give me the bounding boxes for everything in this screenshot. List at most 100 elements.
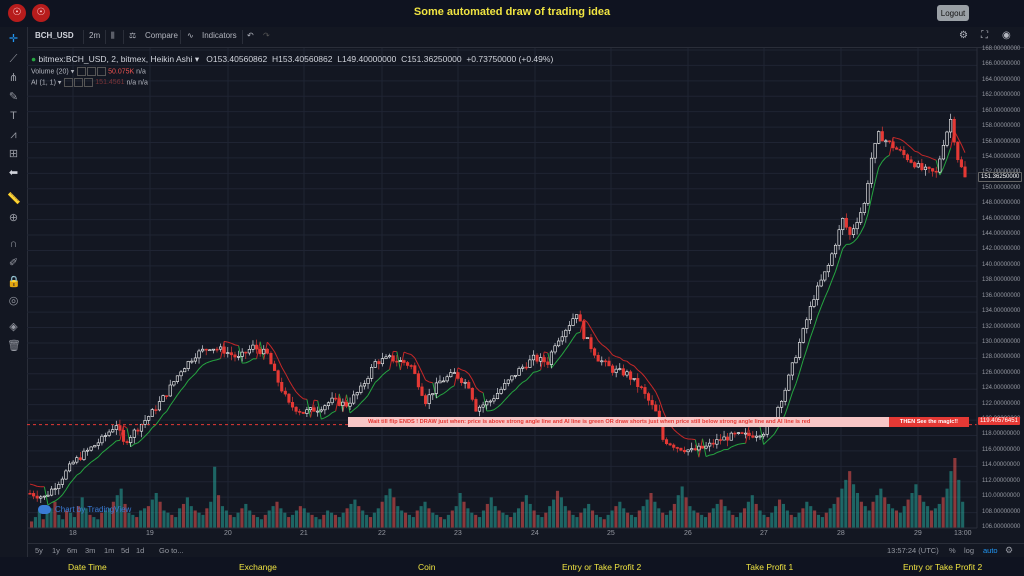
range-1y-button[interactable]: 1y <box>52 546 60 555</box>
candle-body <box>668 443 672 446</box>
ai-line-segment <box>249 358 254 362</box>
chevron-down-icon[interactable]: ▾ <box>70 68 75 76</box>
pitchfork-icon[interactable]: ⋔ <box>8 72 19 84</box>
log-toggle[interactable]: log <box>964 546 975 555</box>
camera-icon[interactable]: ◉ <box>1002 30 1011 41</box>
candle-body <box>290 402 295 408</box>
symbol-search-button[interactable]: BCH_USD <box>35 31 74 40</box>
horizontal-line-price-tag: 119.40576451 <box>978 417 1020 425</box>
ai-line-segment <box>713 452 718 455</box>
volume-bar <box>462 501 466 528</box>
text-icon[interactable]: T <box>10 110 17 122</box>
settings-icon[interactable]: ⚙ <box>959 30 968 41</box>
volume-bar <box>442 519 447 528</box>
ruler-icon[interactable]: 📏 <box>7 193 21 205</box>
time-axis-tick-label: 23 <box>454 530 462 537</box>
candle-body <box>348 402 352 407</box>
volume-indicator-label[interactable]: Volume (20) <box>31 68 69 76</box>
ai-line-segment <box>734 443 739 446</box>
eye-icon[interactable] <box>64 78 74 87</box>
ai-line-segment <box>626 360 631 365</box>
range-1m-button[interactable]: 1m <box>104 546 115 555</box>
footer-exchange[interactable]: Exchange <box>239 562 277 572</box>
volume-bar <box>232 517 236 528</box>
interval-button[interactable]: 2m <box>89 31 101 40</box>
close-icon[interactable] <box>97 67 107 76</box>
ai-line-segment <box>299 395 304 400</box>
fullscreen-icon[interactable]: ⛶ <box>981 30 988 41</box>
clock-readout[interactable]: 13:57:24 (UTC) <box>887 546 939 555</box>
symbol-description[interactable]: bitmex:BCH_USD, 2, bitmex, Heikin Ashi <box>38 54 193 64</box>
arrow-left-icon[interactable]: ⬅ <box>8 167 19 179</box>
ai-line-segment <box>928 156 933 160</box>
footer-take-profit-1[interactable]: Take Profit 1 <box>746 562 794 572</box>
auto-toggle[interactable]: auto <box>983 546 998 555</box>
trend-line-icon[interactable]: ⟋ <box>9 53 18 65</box>
volume-bar <box>746 501 750 528</box>
ai-line-segment <box>813 316 819 328</box>
price-axis-tick-label: 150.00000000 <box>982 184 1021 191</box>
ai-line-segment <box>403 351 408 355</box>
logout-button[interactable]: Logout <box>937 5 969 21</box>
measure-icon[interactable]: ⊞ <box>8 148 19 160</box>
range-5d-button[interactable]: 5d <box>121 546 130 555</box>
candle-style-icon[interactable]: ⫼ <box>111 31 115 40</box>
footer-date-time[interactable]: Date Time <box>68 562 107 572</box>
settings-icon[interactable]: ⚙ <box>1005 545 1014 555</box>
chevron-down-icon[interactable]: ▾ <box>57 79 62 87</box>
gear-icon[interactable] <box>87 67 97 76</box>
footer-coin[interactable]: Coin <box>418 562 436 572</box>
range-3m-button[interactable]: 3m <box>85 546 96 555</box>
lock-icon[interactable]: 🔒 <box>7 276 21 288</box>
crosshair-icon[interactable]: ✛ <box>8 33 19 45</box>
eye-icon[interactable] <box>77 67 87 76</box>
candle-body <box>754 435 758 438</box>
compare-button[interactable]: Compare <box>145 31 178 40</box>
candle-body <box>938 158 942 173</box>
goto-button[interactable]: Go to... <box>159 546 184 555</box>
ai-line-segment <box>331 410 336 414</box>
candle-body <box>560 336 564 342</box>
close-icon[interactable] <box>84 78 94 87</box>
ai-line-segment <box>61 489 67 496</box>
gear-icon[interactable] <box>74 78 84 87</box>
candle-body <box>801 328 805 343</box>
brush-icon[interactable]: ✎ <box>8 91 19 103</box>
volume-bar <box>626 512 630 528</box>
ai-line-segment <box>533 371 538 373</box>
zoom-in-icon[interactable]: ⊕ <box>8 212 19 224</box>
indicators-button[interactable]: Indicators <box>202 31 237 40</box>
trash-icon[interactable]: 🗑 <box>7 340 21 352</box>
volume-bar <box>653 501 657 528</box>
compare-icon[interactable]: ⚖ <box>129 31 137 40</box>
eye-icon[interactable]: ◎ <box>8 295 19 307</box>
candle-body <box>341 401 345 406</box>
ai-line-segment <box>479 390 484 394</box>
ai-indicator-label[interactable]: AI (1, 1) <box>31 79 56 87</box>
volume-bar <box>606 514 610 528</box>
range-6m-button[interactable]: 6m <box>67 546 78 555</box>
candle-body <box>567 325 571 331</box>
candle-body <box>326 402 331 407</box>
indicators-icon[interactable]: ∿ <box>187 31 194 40</box>
tradingview-watermark[interactable]: Chart by TradingView <box>38 505 131 515</box>
chevron-down-icon[interactable]: ▾ <box>194 54 200 64</box>
range-5y-button[interactable]: 5y <box>35 546 43 555</box>
magnet-icon[interactable]: ∩ <box>9 238 18 250</box>
layers-icon[interactable]: ◈ <box>9 321 18 333</box>
ai-line-segment <box>220 341 225 359</box>
redo-icon[interactable]: ↷ <box>263 31 270 40</box>
lock-drawings-icon[interactable]: ✐ <box>8 257 19 269</box>
range-1d-button[interactable]: 1d <box>136 546 145 555</box>
ai-line-segment <box>256 341 261 359</box>
undo-icon[interactable]: ↶ <box>247 31 254 40</box>
percent-toggle[interactable]: % <box>949 546 956 555</box>
ai-line-segment <box>475 386 480 392</box>
candle-body <box>60 478 64 485</box>
candle-body <box>305 409 309 414</box>
footer-entry-take-profit-2-b[interactable]: Entry or Take Profit 2 <box>903 562 983 572</box>
footer-entry-take-profit-2[interactable]: Entry or Take Profit 2 <box>562 562 642 572</box>
pattern-icon[interactable]: ⩘ <box>10 129 17 141</box>
candle-body <box>143 420 147 425</box>
